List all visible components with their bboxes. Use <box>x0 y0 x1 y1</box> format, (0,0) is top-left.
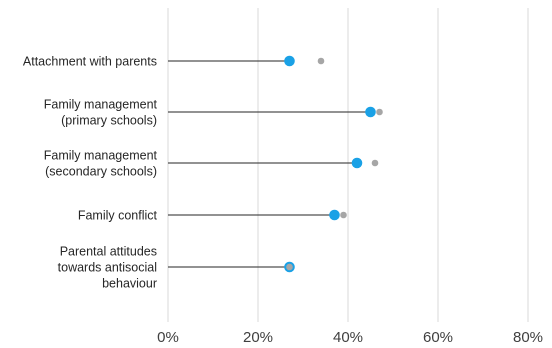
category-label: Attachment with parents <box>23 55 157 69</box>
secondary-dot <box>371 159 379 167</box>
category-labels: Attachment with parents Family management… <box>23 55 158 291</box>
category-label-line: behaviour <box>102 277 157 291</box>
stems <box>168 60 371 268</box>
category-label: Family management (secondary schools) <box>44 149 158 179</box>
category-label-line: Attachment with parents <box>23 55 157 69</box>
primary-dot <box>351 157 363 169</box>
x-tick-label: 80% <box>513 329 543 346</box>
secondary-dot <box>376 108 383 116</box>
category-label: Family management (primary schools) <box>44 98 158 128</box>
x-tick-label: 0% <box>157 329 179 346</box>
secondary-series-dots <box>286 57 383 271</box>
x-axis-ticks: 0% 20% 40% 60% 80% <box>157 329 543 346</box>
x-tick-label: 40% <box>333 329 363 346</box>
x-tick-label: 20% <box>243 329 273 346</box>
category-label-line: Parental attitudes <box>60 245 157 259</box>
primary-dot <box>365 106 376 118</box>
category-label-line: Family management <box>44 149 158 163</box>
primary-dot <box>329 209 340 221</box>
primary-series-dots <box>284 55 376 273</box>
category-label-line: towards antisocial <box>58 261 157 275</box>
primary-dot <box>284 55 295 67</box>
secondary-dot <box>317 57 325 65</box>
x-tick-label: 60% <box>423 329 453 346</box>
category-label-line: (primary schools) <box>61 114 157 128</box>
category-label-line: (secondary schools) <box>45 165 157 179</box>
category-label-line: Family conflict <box>78 209 158 223</box>
category-label-line: Family management <box>44 98 158 112</box>
primary-dot <box>284 261 295 273</box>
gridlines <box>167 8 529 322</box>
category-label: Parental attitudes towards antisocial beha… <box>58 245 157 291</box>
category-label: Family conflict <box>78 209 158 223</box>
secondary-dot <box>340 211 347 219</box>
